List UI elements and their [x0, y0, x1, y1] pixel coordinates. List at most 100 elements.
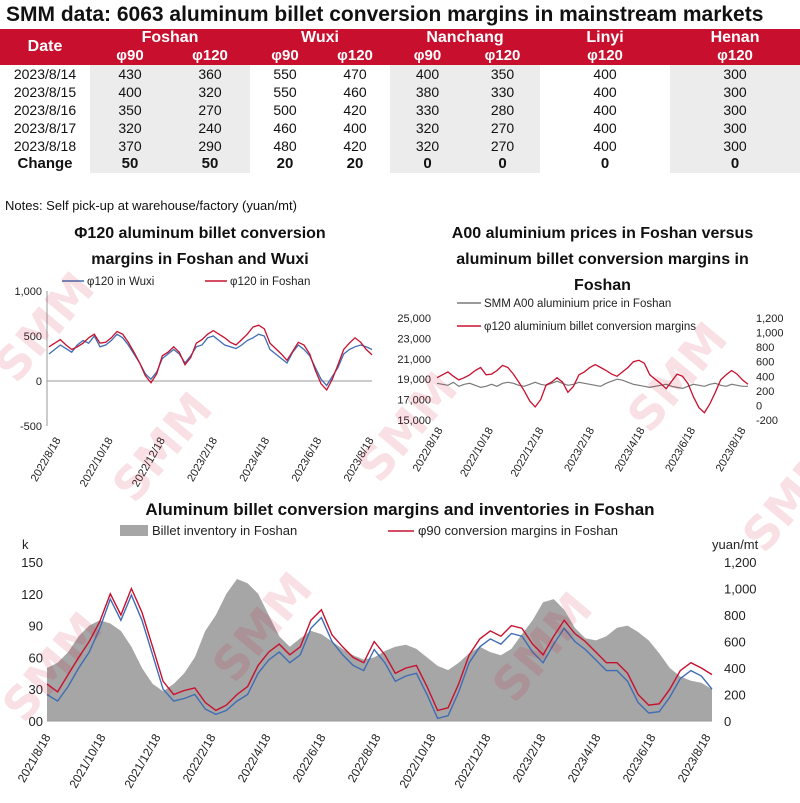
change-cell: 20 — [250, 155, 321, 173]
table-row: 2023/8/17 320 240 460 400 320 270 400 300 — [0, 119, 800, 137]
chart2-y-tick-left: 17,000 — [397, 395, 431, 407]
chart1-x-tick: 2023/8/18 — [342, 436, 377, 484]
change-cell: 0 — [465, 155, 541, 173]
table-cell: 330 — [465, 83, 541, 101]
chart1-y-tick: -500 — [20, 421, 42, 433]
chart3-x-tick: 2022/4/18 — [235, 731, 274, 785]
region-header: Wuxi — [250, 29, 391, 47]
table-cell: 270 — [170, 101, 251, 119]
chart3-y-tick-left: 120 — [21, 587, 43, 602]
row-date: 2023/8/14 — [0, 65, 90, 83]
chart3-y-tick-right: 200 — [724, 688, 746, 703]
table-cell: 400 — [540, 83, 671, 101]
table-cell: 300 — [670, 101, 800, 119]
table-cell: 270 — [465, 137, 541, 155]
spec-header: φ120 — [170, 47, 251, 65]
chart3-y-tick-right: 400 — [724, 661, 746, 676]
table-cell: 420 — [320, 137, 391, 155]
chart3-x-tick: 2021/10/18 — [66, 731, 108, 790]
chart1-title-line: Φ120 aluminum billet conversion — [74, 225, 326, 242]
chart3-y-tick-left: 30 — [29, 682, 43, 697]
spec-header: φ120 — [540, 47, 671, 65]
chart1-y-tick: 1,000 — [14, 286, 42, 298]
page-title: SMM data: 6063 aluminum billet conversio… — [6, 3, 764, 26]
table-cell: 290 — [170, 137, 251, 155]
chart1-x-tick: 2022/12/18 — [130, 436, 168, 490]
chart1-x-tick: 2023/4/18 — [237, 436, 272, 484]
table-cell: 460 — [320, 83, 391, 101]
chart1-y-tick: 500 — [24, 331, 42, 343]
chart2-price-line — [436, 378, 748, 390]
table-cell: 400 — [540, 101, 671, 119]
chart2-title-line: A00 aluminium prices in Foshan versus — [451, 225, 754, 242]
chart3-title: Aluminum billet conversion margins and i… — [145, 500, 655, 519]
chart2-y-tick-right: 1,200 — [756, 313, 784, 325]
table-cell: 430 — [90, 65, 170, 83]
table-cell: 400 — [90, 83, 170, 101]
chart1-x-tick: 2023/2/18 — [185, 436, 220, 484]
watermark-logo: SMM — [201, 561, 324, 693]
chart2-legend-label: φ120 aluminium billet conversion margins — [484, 321, 696, 333]
chart3-x-tick: 2022/10/18 — [396, 731, 438, 790]
chart1-legend-label: φ120 in Foshan — [230, 276, 310, 288]
table-cell: 460 — [250, 119, 321, 137]
change-cell: 0 — [540, 155, 671, 173]
chart3-margin-line-blue — [46, 593, 713, 720]
region-header: Henan — [670, 29, 800, 47]
region-header: Nanchang — [390, 29, 541, 47]
table-cell: 300 — [670, 65, 800, 83]
chart2-y-tick-right: 600 — [756, 357, 774, 369]
chart2-x-tick: 2023/6/18 — [663, 426, 698, 474]
chart1-y-tick: 0 — [36, 376, 42, 388]
spec-header: φ120 — [465, 47, 541, 65]
change-cell: 50 — [170, 155, 251, 173]
chart2-x-tick: 2023/4/18 — [613, 426, 648, 474]
table-cell: 300 — [670, 119, 800, 137]
chart1-x-tick: 2023/6/18 — [290, 436, 325, 484]
table-row: 2023/8/14 430 360 550 470 400 350 400 300 — [0, 65, 800, 83]
table-cell: 280 — [465, 101, 541, 119]
chart2-x-tick: 2022/10/18 — [458, 426, 496, 480]
row-date: 2023/8/18 — [0, 137, 90, 155]
chart3-y-tick-right: 0 — [724, 714, 731, 729]
change-cell: 20 — [320, 155, 391, 173]
table-cell: 400 — [390, 65, 466, 83]
chart2-x-tick: 2022/8/18 — [411, 426, 446, 474]
chart3-legend-label: φ90 conversion margins in Foshan — [418, 523, 618, 538]
table-cell: 370 — [90, 137, 170, 155]
chart2-y-tick-left: 19,000 — [397, 374, 431, 386]
table-cell: 550 — [250, 65, 321, 83]
table-header-regions: Date Foshan Wuxi Nanchang Linyi Henan — [0, 29, 800, 65]
chart2-y-tick-right: 200 — [756, 386, 774, 398]
chart2-title-line: Foshan — [574, 277, 631, 294]
chart2-y-tick-left: 23,000 — [397, 333, 431, 345]
chart3-inventory-area — [47, 579, 712, 721]
chart3-x-tick: 2023/6/18 — [620, 731, 659, 785]
chart1-series-line — [48, 324, 373, 392]
change-cell: 0 — [670, 155, 800, 173]
chart3-x-tick: 2023/4/18 — [565, 731, 604, 785]
chart3-y-tick-left: 150 — [21, 555, 43, 570]
table-cell: 320 — [390, 119, 466, 137]
change-row: Change 50 50 20 20 0 0 0 0 — [0, 155, 800, 173]
chart3-legend-swatch — [120, 525, 148, 536]
chart3-x-tick: 2021/8/18 — [15, 731, 54, 785]
chart3-x-tick: 2022/6/18 — [290, 731, 329, 785]
table-cell: 550 — [250, 83, 321, 101]
change-cell: 50 — [90, 155, 170, 173]
table-cell: 380 — [390, 83, 466, 101]
chart3-x-tick: 2023/8/18 — [675, 731, 714, 785]
chart2-y-tick-right: -200 — [756, 415, 778, 427]
chart3-margin-line-red — [46, 586, 713, 712]
row-date: 2023/8/16 — [0, 101, 90, 119]
table-cell: 300 — [670, 83, 800, 101]
chart3-y-label-left: k — [22, 537, 29, 552]
row-date: 2023/8/15 — [0, 83, 90, 101]
watermark-logo: SMM — [0, 601, 114, 733]
table-cell: 420 — [320, 101, 391, 119]
chart1-series-line — [48, 333, 373, 387]
chart2-y-tick-right: 400 — [756, 371, 774, 383]
table-cell: 330 — [390, 101, 466, 119]
table-cell: 320 — [90, 119, 170, 137]
chart2-title: A00 aluminium prices in Foshan versus al… — [405, 221, 800, 299]
